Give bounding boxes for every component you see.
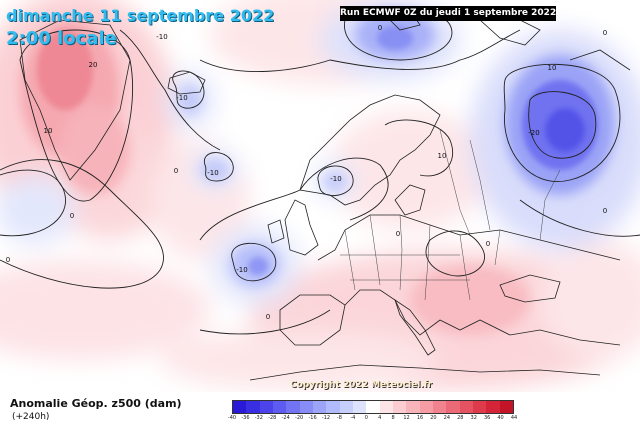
legend-swatch xyxy=(379,401,393,413)
legend-tick-label: -28 xyxy=(268,415,277,421)
country-borders xyxy=(340,129,561,301)
legend-tick-label: 4 xyxy=(378,415,382,421)
legend-swatch xyxy=(272,401,287,413)
contour-label: 0 xyxy=(174,167,178,175)
legend-swatch xyxy=(246,401,260,413)
legend-tick-label: 36 xyxy=(483,415,491,421)
legend-swatch xyxy=(299,401,313,413)
contour-label: 10 xyxy=(44,127,53,135)
legend-tick-label: -24 xyxy=(281,415,290,421)
legend-tick-label: -36 xyxy=(241,415,250,421)
legend-tick-label: -32 xyxy=(254,415,263,421)
contour-label: 0 xyxy=(266,313,270,321)
legend-tick-label: -4 xyxy=(350,415,356,421)
contour-label: 10 xyxy=(548,64,557,72)
legend-swatch xyxy=(472,401,487,413)
legend-tick-label: 0 xyxy=(364,415,368,421)
legend-swatch xyxy=(259,401,273,413)
legend-swatch xyxy=(339,401,353,413)
contour-labels: 20 -10 -10 -10 -10 -10 0 0 10 -20 10 0 0… xyxy=(6,24,607,321)
contour-label: 0 xyxy=(603,29,607,37)
legend-swatch xyxy=(326,401,340,413)
legend-tick-label: 8 xyxy=(391,415,395,421)
legend-swatch xyxy=(392,401,407,413)
contour-label: -10 xyxy=(236,266,247,274)
contour-label: 0 xyxy=(6,256,10,264)
legend-swatch xyxy=(286,401,300,413)
copyright-notice: Copyright 2022 Meteociel.fr xyxy=(290,380,433,390)
contour-label: 20 xyxy=(89,61,98,69)
contour-label: 0 xyxy=(378,24,382,32)
contour-label: -20 xyxy=(528,129,539,137)
model-run-label: Run ECMWF 0Z du jeudi 1 septembre 2022 xyxy=(340,6,556,21)
forecast-time-title: 2:00 locale xyxy=(6,28,117,49)
legend-tick-label: 32 xyxy=(470,415,477,421)
legend-tick-label: 12 xyxy=(403,415,410,421)
anomaly-contours xyxy=(0,8,640,335)
legend-swatch xyxy=(446,401,460,413)
contour-label: -10 xyxy=(156,33,167,41)
contour-label: 0 xyxy=(486,240,490,248)
legend-swatch xyxy=(352,401,367,413)
color-scale-swatches xyxy=(232,400,514,414)
color-scale-labels: -40 -36 -32 -28 -24 -20 -16 -12 -8 -4 0 4 8 12 16 20 24 2… xyxy=(228,415,518,425)
legend-tick-label: -8 xyxy=(336,415,342,421)
legend-tick-label: 24 xyxy=(443,415,451,421)
legend-tick-label: -12 xyxy=(321,415,331,421)
contour-label: 0 xyxy=(70,212,74,220)
legend-swatch xyxy=(432,401,447,413)
contour-label: -10 xyxy=(207,169,218,177)
contour-label: -10 xyxy=(330,175,341,183)
legend-tick-label: 28 xyxy=(457,415,464,421)
legend-tick-label: -20 xyxy=(295,415,304,421)
legend-swatch xyxy=(233,401,247,413)
lead-time-label: (+240h) xyxy=(12,412,50,422)
contour-label: -10 xyxy=(176,94,187,102)
legend-tick-label: 16 xyxy=(416,415,424,421)
legend-swatch xyxy=(366,401,380,413)
contour-label: 0 xyxy=(603,207,607,215)
legend-swatch xyxy=(459,401,473,413)
legend-swatch xyxy=(419,401,433,413)
forecast-date-title: dimanche 11 septembre 2022 xyxy=(6,6,275,25)
legend-swatch xyxy=(499,401,513,413)
legend-swatch xyxy=(312,401,327,413)
legend-swatch xyxy=(406,401,420,413)
legend-swatch xyxy=(486,401,500,413)
legend-tick-label: 44 xyxy=(510,415,518,421)
color-scale-legend: -40 -36 -32 -28 -24 -20 -16 -12 -8 -4 0 4 8 12 16 20 24 2… xyxy=(228,400,518,425)
legend-tick-label: -40 xyxy=(227,415,237,421)
contour-label: 10 xyxy=(438,152,447,160)
legend-tick-label: 40 xyxy=(497,415,504,421)
anomaly-map: 20 -10 -10 -10 -10 -10 0 0 10 -20 10 0 0… xyxy=(0,0,640,392)
contour-label: 0 xyxy=(396,230,400,238)
legend-tick-label: 20 xyxy=(430,415,437,421)
legend-tick-label: -16 xyxy=(308,415,317,421)
variable-title: Anomalie Géop. z500 (dam) xyxy=(10,397,182,410)
